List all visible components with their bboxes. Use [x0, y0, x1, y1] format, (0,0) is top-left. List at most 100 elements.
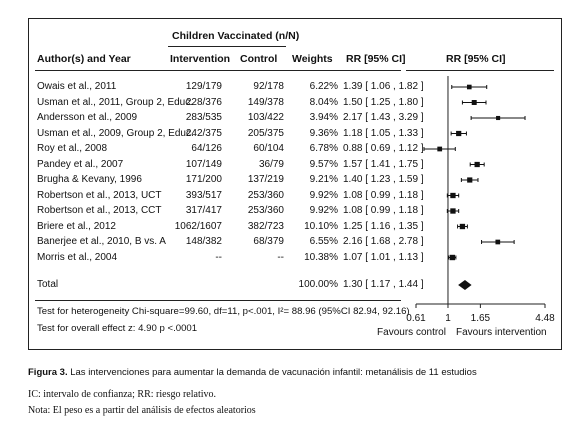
study-author-cell: Briere et al., 2012: [37, 220, 116, 232]
total-label: Total: [37, 279, 59, 290]
x-tick-label: 1: [445, 313, 451, 324]
study-rr-text-cell: 1.57 [ 1.41 , 1.75 ]: [343, 158, 424, 170]
favours-control-label: Favours control: [377, 327, 446, 338]
study-rr-text-cell: 1.50 [ 1.25 , 1.80 ]: [343, 96, 424, 108]
control-column-header: Control: [240, 53, 278, 65]
study-weight-cell: 9.21%: [309, 174, 338, 185]
point-estimate: [496, 115, 501, 121]
study-control-cell: 149/378: [247, 96, 284, 108]
study-control-cell: 253/360: [247, 189, 284, 201]
study-control-cell: --: [277, 251, 284, 263]
forest-plot-frame: [28, 18, 562, 350]
study-weight-cell: 6.22%: [309, 81, 338, 92]
plot-header-divider: [406, 70, 554, 71]
study-control-cell: 68/379: [253, 236, 284, 247]
study-weight-cell: 6.55%: [309, 236, 338, 247]
figure-label: Figura 3.: [28, 367, 68, 378]
total-weight: 100.00%: [298, 279, 338, 290]
overall-effect-test: Test for overall effect z: 4.90 p <.0001: [37, 323, 198, 334]
point-estimate: [471, 100, 477, 105]
study-author-cell: Morris et al., 2004: [37, 251, 118, 263]
point-estimate: [450, 208, 456, 214]
study-control-cell: 36/79: [258, 158, 284, 170]
study-author-cell: Robertson et al., 2013, UCT: [37, 189, 162, 201]
study-intervention-cell: 107/149: [185, 158, 222, 170]
study-author-cell: Usman et al., 2011, Group 2, Educ.: [37, 96, 194, 108]
study-author-cell: Owais et al., 2011: [37, 81, 117, 92]
group-title: Children Vaccinated (n/N): [172, 30, 300, 42]
point-estimate: [456, 130, 462, 137]
footer-divider: [35, 300, 401, 301]
plot-column-header: RR [95% CI]: [446, 53, 506, 65]
study-author-cell: Usman et al., 2009, Group 2, Educ.: [37, 127, 194, 139]
study-author-cell: Andersson et al., 2009: [37, 112, 138, 123]
study-intervention-cell: 228/376: [185, 96, 222, 108]
x-tick-label: 4.48: [535, 313, 555, 324]
study-rr-text-cell: 1.25 [ 1.16 , 1.35 ]: [343, 220, 424, 232]
study-intervention-cell: 64/126: [191, 143, 222, 154]
header-divider: [35, 70, 401, 71]
study-control-cell: 253/360: [247, 205, 284, 216]
abbreviation-note: IC: intervalo de confianza; RR: riesgo r…: [28, 389, 216, 400]
figure-caption-text: Las intervenciones para aumentar la dema…: [67, 367, 477, 378]
study-author-cell: Roy et al., 2008: [37, 143, 108, 154]
study-rr-text-cell: 1.40 [ 1.23 , 1.59 ]: [343, 174, 424, 185]
study-rr-text-cell: 2.17 [ 1.43 , 3.29 ]: [343, 112, 424, 123]
point-estimate: [474, 161, 480, 168]
study-control-cell: 60/104: [253, 143, 284, 154]
study-control-cell: 92/178: [253, 81, 284, 92]
study-author-cell: Banerjee et al., 2010, B vs. A: [37, 236, 166, 247]
study-intervention-cell: 148/382: [185, 236, 222, 247]
study-intervention-cell: 317/417: [185, 205, 222, 216]
point-estimate: [495, 239, 501, 245]
study-control-cell: 205/375: [247, 127, 284, 139]
study-rr-text-cell: 1.39 [ 1.06 , 1.82 ]: [343, 81, 424, 92]
total-rr: 1.30 [ 1.17 , 1.44 ]: [343, 279, 424, 290]
study-rr-text-cell: 0.88 [ 0.69 , 1.12 ]: [343, 143, 424, 154]
study-weight-cell: 9.92%: [309, 205, 338, 216]
study-rr-text-cell: 2.16 [ 1.68 , 2.78 ]: [343, 236, 424, 247]
figure-caption: Figura 3. Las intervenciones para aument…: [28, 367, 477, 378]
study-weight-cell: 8.04%: [309, 96, 338, 108]
weights-note: Nota: El peso es a partir del análisis d…: [28, 405, 256, 416]
favours-intervention-label: Favours intervention: [456, 327, 547, 338]
study-intervention-cell: 393/517: [185, 189, 222, 201]
intervention-column-header: Intervention: [170, 53, 231, 65]
x-tick-label: 0.61: [406, 313, 426, 324]
study-rr-text-cell: 1.08 [ 0.99 , 1.18 ]: [343, 189, 424, 201]
x-tick-label: 1.65: [471, 313, 491, 324]
study-intervention-cell: 1062/1607: [174, 220, 222, 232]
study-weight-cell: 9.36%: [309, 127, 338, 139]
study-weight-cell: 9.92%: [309, 189, 338, 201]
study-weight-cell: 6.78%: [309, 143, 338, 154]
point-estimate: [459, 223, 466, 230]
study-intervention-cell: 171/200: [185, 174, 222, 185]
author-column-header: Author(s) and Year: [37, 53, 131, 65]
study-rr-text-cell: 1.08 [ 0.99 , 1.18 ]: [343, 205, 424, 216]
point-estimate: [450, 192, 456, 199]
study-control-cell: 103/422: [247, 112, 284, 123]
study-weight-cell: 10.10%: [304, 220, 338, 232]
study-intervention-cell: 129/179: [185, 81, 222, 92]
point-estimate: [467, 177, 473, 183]
pooled-estimate-diamond: [458, 280, 472, 290]
study-author-cell: Robertson et al., 2013, CCT: [37, 205, 162, 216]
study-rr-text-cell: 1.18 [ 1.05 , 1.33 ]: [343, 127, 424, 139]
study-intervention-cell: 283/535: [185, 112, 222, 123]
study-intervention-cell: 242/375: [185, 127, 222, 139]
study-author-cell: Pandey et al., 2007: [37, 158, 124, 170]
study-weight-cell: 3.94%: [309, 112, 338, 123]
study-control-cell: 137/219: [247, 174, 284, 185]
weights-column-header: Weights: [292, 53, 333, 65]
study-rr-text-cell: 1.07 [ 1.01 , 1.13 ]: [343, 251, 424, 263]
study-intervention-cell: --: [215, 251, 222, 263]
study-weight-cell: 9.57%: [309, 158, 338, 170]
study-control-cell: 382/723: [247, 220, 284, 232]
group-title-underline: [168, 46, 286, 47]
point-estimate: [449, 254, 456, 261]
study-weight-cell: 10.38%: [304, 251, 338, 263]
study-author-cell: Brugha & Kevany, 1996: [37, 174, 142, 185]
rr-column-header: RR [95% CI]: [346, 53, 406, 65]
point-estimate: [437, 146, 443, 152]
